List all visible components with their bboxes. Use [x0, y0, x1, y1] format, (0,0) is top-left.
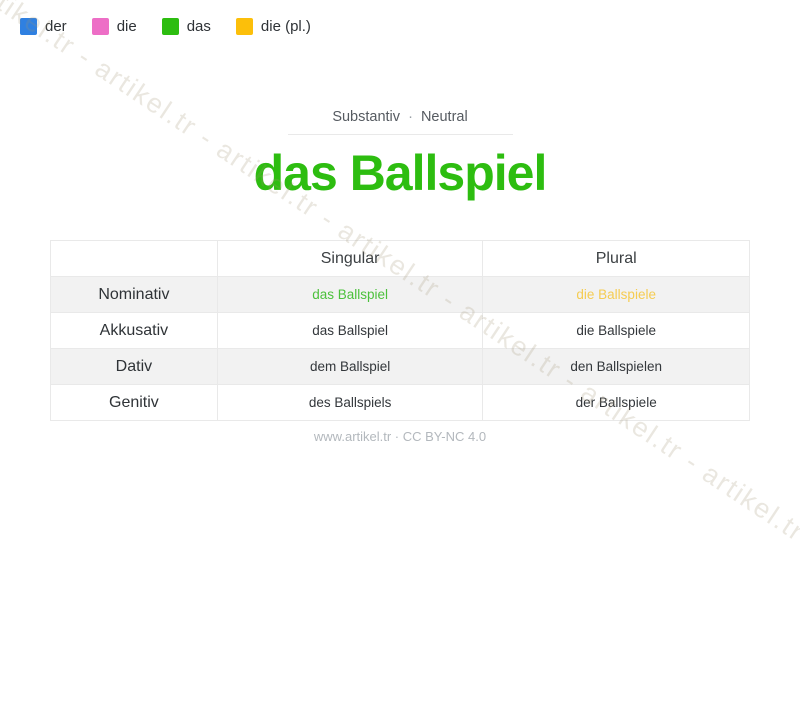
legend-color-swatch — [161, 18, 179, 35]
legend-label: das — [186, 18, 211, 35]
column-header-plural: Plural — [482, 240, 750, 277]
table-row-nominativ: Nominativ das Ballspiel die Ballspiele — [50, 276, 750, 313]
plural-form: die Ballspiele — [482, 276, 750, 313]
table-row-dativ: Dativ dem Ballspiel den Ballspielen — [50, 348, 750, 385]
legend-label: die (pl.) — [260, 18, 311, 35]
plural-form: den Ballspielen — [482, 348, 750, 385]
genus-label: Neutral — [420, 109, 468, 125]
legend-color-swatch — [235, 18, 253, 35]
table-row-akkusativ: Akkusativ das Ballspiel die Ballspiele — [50, 312, 750, 349]
legend-label: die — [116, 18, 137, 35]
legend-item-diepl: die (pl.) — [235, 18, 311, 35]
table-header-row: Singular Plural — [50, 240, 750, 277]
singular-form: des Ballspiels — [216, 384, 484, 421]
singular-form: das Ballspiel — [216, 276, 484, 313]
subheader-divider — [287, 134, 513, 135]
singular-form: das Ballspiel — [216, 312, 484, 349]
legend-label: der — [45, 18, 67, 35]
page-title: das Ballspiel — [253, 145, 548, 201]
article-color-legend: der die das die (pl.) — [20, 18, 311, 35]
legend-color-swatch — [20, 18, 37, 35]
case-label: Akkusativ — [50, 312, 218, 349]
legend-item-der: der — [20, 18, 67, 35]
footer-credit: www.artikel.tr · CC BY-NC 4.0 — [313, 429, 487, 444]
legend-item-die: die — [91, 18, 137, 35]
table-body: Nominativ das Ballspiel die Ballspiele Akku… — [50, 276, 750, 421]
subheader-separator-dot: · — [408, 109, 413, 125]
case-label: Dativ — [50, 348, 218, 385]
plural-form: die Ballspiele — [482, 312, 750, 349]
case-label: Nominativ — [50, 276, 218, 313]
table-row-genitiv: Genitiv des Ballspiels der Ballspiele — [50, 384, 750, 421]
column-header-case — [50, 240, 218, 277]
plural-form: der Ballspiele — [482, 384, 750, 421]
word-class-subheader: Substantiv · Neutral — [0, 109, 800, 135]
legend-item-das: das — [161, 18, 211, 35]
case-label: Genitiv — [50, 384, 218, 421]
declension-table: Singular Plural Nominativ das Ballspiel die… — [50, 240, 750, 421]
singular-form: dem Ballspiel — [216, 348, 484, 385]
word-class-label: Substantiv — [332, 109, 401, 125]
legend-color-swatch — [91, 18, 109, 35]
column-header-singular: Singular — [216, 240, 484, 277]
